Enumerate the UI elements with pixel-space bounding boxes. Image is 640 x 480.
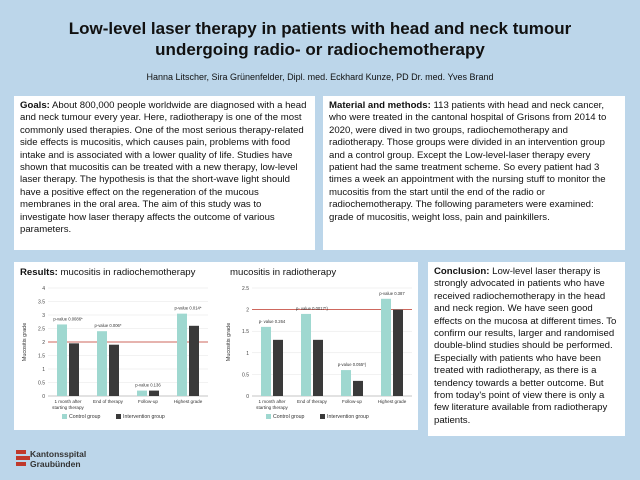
title-line-1: Low-level laser therapy in patients with…	[68, 19, 572, 38]
chart-radiotherapy: Mucositis grade 0 0.5 1 1.5 2 2.5 p- value 0.26…	[226, 286, 412, 420]
bar-control	[97, 331, 107, 396]
legend-label-intervention: Intervention group	[327, 414, 369, 420]
methods-text: 113 patients with head and neck cancer, …	[329, 100, 607, 223]
y-tick-label: 4	[42, 286, 45, 292]
y-tick-label: 1	[42, 367, 45, 373]
hospital-name: Kantonsspital Graubünden	[30, 449, 87, 469]
y-tick-label: 2	[246, 308, 249, 314]
legend-label-intervention: Intervention group	[123, 414, 165, 420]
pvalue-label: p- value 0.0017*)	[296, 306, 328, 311]
chart1-title: Results: mucositis in radiochemotherapy	[20, 267, 196, 278]
legend-swatch-control	[266, 414, 271, 419]
pvalue-label: p- value 0.264	[259, 319, 286, 324]
y-tick-label: 0.5	[242, 372, 249, 378]
y-tick-label: 3	[42, 313, 45, 319]
x-tick-label: 1 month after	[258, 399, 286, 404]
chart-radiochemotherapy: Mucositis grade 0 0.5 1 1.5 2 2.5 3 3.5 4 p-value …	[22, 286, 208, 420]
x-tick-label: starting therapy	[256, 405, 288, 410]
y-tick-label: 2.5	[242, 286, 249, 292]
goals-text: About 800,000 people worldwide are diagn…	[20, 100, 307, 236]
pvalue-label: p-value 0.055*)	[338, 362, 367, 367]
bar-control	[137, 390, 147, 396]
legend-swatch-control	[62, 414, 67, 419]
legend-label-control: Control group	[273, 414, 305, 420]
conclusion-heading: Conclusion:	[434, 266, 490, 277]
bar-control	[261, 326, 271, 396]
x-tick-label: Highest grade	[378, 399, 407, 404]
x-tick-label: Follow-up	[342, 399, 362, 404]
conclusion-panel: Conclusion: Low-level laser therapy is s…	[428, 262, 625, 436]
bar-intervention	[189, 325, 199, 396]
hospital-logo-icon	[16, 450, 30, 466]
x-tick-label: starting therapy	[52, 405, 84, 410]
goals-heading: Goals:	[20, 100, 50, 111]
authors: Hanna Litscher, Sira Grünenfelder, Dipl.…	[146, 72, 494, 82]
x-tick-label: 1 month after	[54, 399, 82, 404]
y-tick-label: 0.5	[38, 381, 45, 387]
pvalue-label: p-value 0.136	[135, 383, 161, 388]
y-axis-label: Mucositis grade	[226, 323, 232, 362]
bar-intervention	[313, 339, 323, 396]
bar-control	[57, 324, 67, 396]
bar-control	[341, 370, 351, 396]
y-tick-label: 2.5	[38, 327, 45, 333]
y-tick-label: 2	[42, 340, 45, 346]
bar-control	[177, 313, 187, 396]
legend-swatch-intervention	[320, 414, 325, 419]
title-line-2: undergoing radio- or radiochemotherapy	[155, 40, 485, 59]
conclusion-text: Low-level laser therapy is strongly advo…	[434, 266, 617, 426]
pvalue-label: p-value 0.014*	[174, 306, 201, 311]
methods-panel: Material and methods: 113 patients with …	[323, 96, 625, 250]
bar-intervention	[273, 339, 283, 396]
goals-panel: Goals: About 800,000 people worldwide ar…	[14, 96, 315, 250]
pvalue-label: p-value 0.0086*	[53, 316, 83, 321]
bar-control	[381, 298, 391, 396]
y-tick-label: 1.5	[38, 354, 45, 360]
bar-control	[301, 313, 311, 396]
bar-intervention	[393, 309, 403, 396]
x-tick-label: Highest grade	[174, 399, 203, 404]
y-tick-label: 3.5	[38, 300, 45, 306]
legend-label-control: Control group	[69, 414, 101, 420]
y-tick-label: 0	[42, 394, 45, 400]
legend-swatch-intervention	[116, 414, 121, 419]
results-panel: Results: mucositis in radiochemotherapy …	[14, 262, 418, 430]
y-tick-label: 0	[246, 394, 249, 400]
bar-intervention	[149, 390, 159, 396]
methods-heading: Material and methods:	[329, 100, 431, 111]
x-tick-label: End of therapy	[93, 399, 124, 404]
results-heading: Results:	[20, 267, 58, 278]
pvalue-label: p-value 0.387	[379, 291, 405, 296]
y-tick-label: 1	[246, 351, 249, 357]
y-tick-label: 1.5	[242, 329, 249, 335]
poster-title: Low-level laser therapy in patients with…	[40, 18, 600, 60]
x-tick-label: End of therapy	[297, 399, 328, 404]
pvalue-label: p-value 0.006*	[94, 323, 121, 328]
chart2-title: mucositis in radiotherapy	[230, 267, 337, 278]
y-axis-label: Mucositis grade	[22, 323, 28, 362]
bar-intervention	[353, 380, 363, 396]
x-tick-label: Follow-up	[138, 399, 158, 404]
bar-intervention	[69, 343, 79, 396]
bar-intervention	[109, 344, 119, 396]
